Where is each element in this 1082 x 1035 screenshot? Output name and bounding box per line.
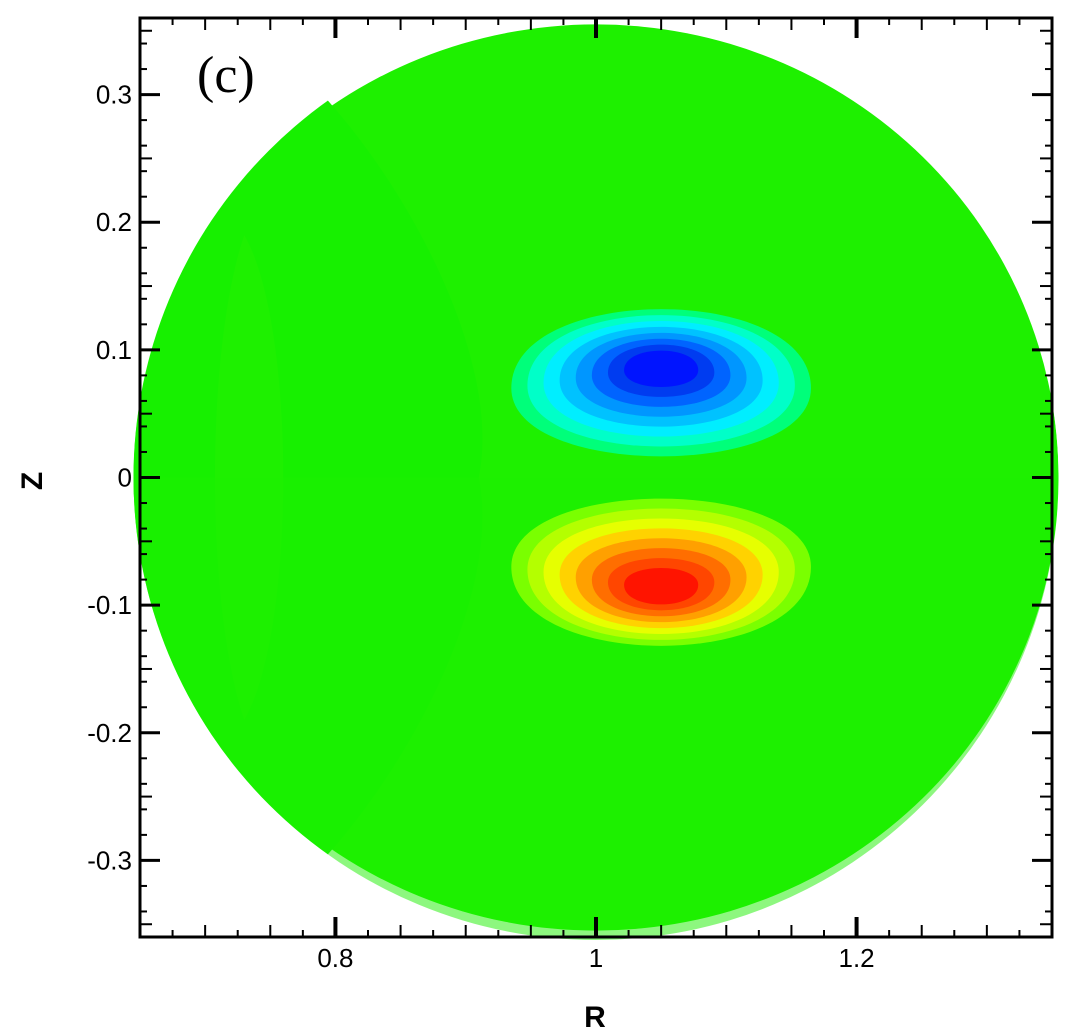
y-axis-title: Z	[16, 472, 49, 490]
y-tick-label: 0.2	[96, 207, 132, 237]
x-axis-title: R	[584, 1001, 606, 1034]
contour-level-positive	[624, 567, 699, 605]
x-tick-label: 1.2	[838, 943, 874, 973]
y-tick-label: 0.3	[96, 80, 132, 110]
y-tick-label: -0.2	[87, 718, 132, 748]
contour-field	[133, 24, 1059, 941]
x-tick-label: 0.8	[317, 943, 353, 973]
contour-level-negative	[624, 350, 699, 388]
y-tick-label: 0.1	[96, 335, 132, 365]
panel-label: (c)	[197, 47, 255, 104]
y-tick-label: 0	[118, 463, 132, 493]
y-tick-label: -0.3	[87, 845, 132, 875]
x-tick-label: 1	[589, 943, 603, 973]
axis-ticks: 0.8 1 1.2 0.3 0.2 0.1 0 -0.1 -0.2 -0.3	[87, 17, 1053, 973]
y-tick-label: -0.1	[87, 590, 132, 620]
